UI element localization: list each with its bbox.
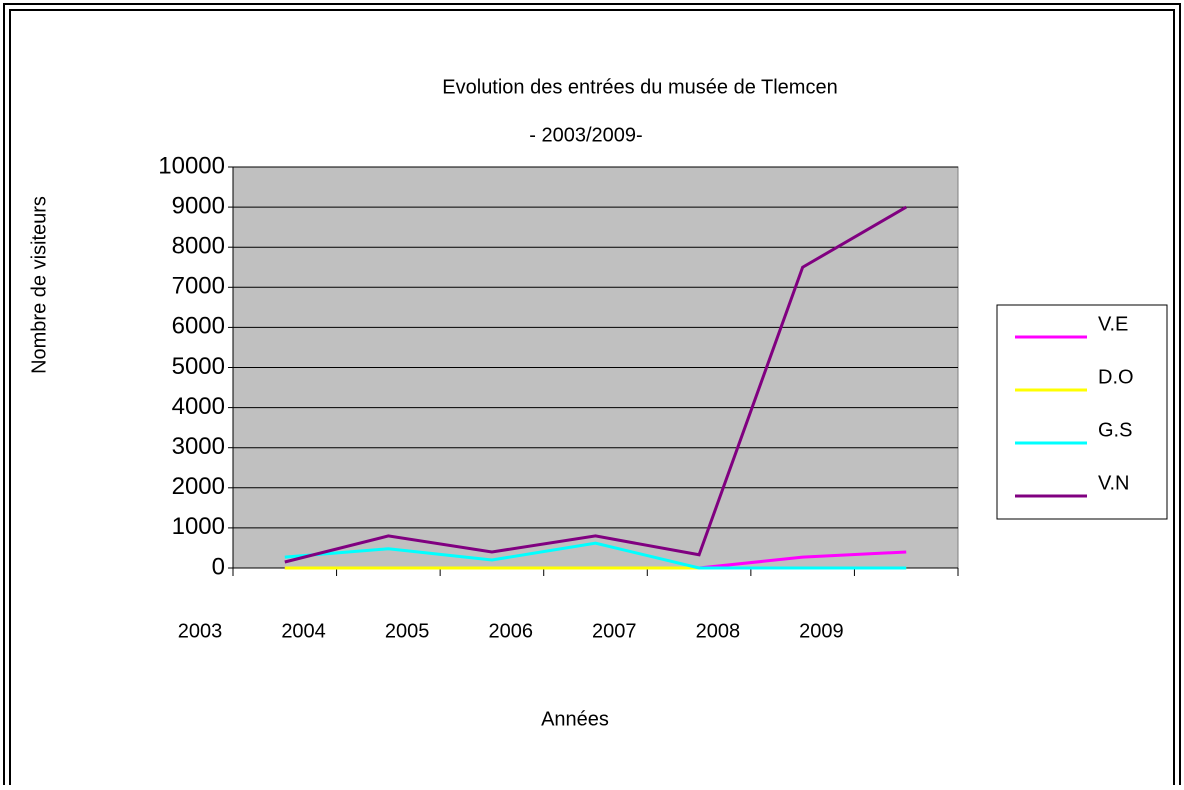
y-tick-label: 2000 bbox=[172, 473, 225, 500]
legend-box bbox=[996, 304, 1168, 520]
y-tick-label: 1000 bbox=[172, 513, 225, 540]
chart-title: Evolution des entrées du musée de Tlemce… bbox=[442, 76, 837, 98]
chart-subtitle: - 2003/2009- bbox=[529, 124, 642, 146]
series-line bbox=[284, 541, 907, 570]
legend-label: V.N bbox=[1098, 472, 1130, 494]
x-tick-label: 2004 bbox=[281, 620, 326, 642]
y-tick-label: 3000 bbox=[172, 433, 225, 460]
outer-frame bbox=[3, 3, 1181, 790]
y-tick-label: 9000 bbox=[172, 192, 225, 219]
x-tick-label: 2003 bbox=[178, 620, 223, 642]
y-tick-label: 4000 bbox=[172, 393, 225, 420]
y-tick-label: 6000 bbox=[172, 313, 225, 340]
legend-label: D.O bbox=[1098, 366, 1134, 388]
x-tick-label: 2006 bbox=[488, 620, 533, 642]
x-tick-label: 2008 bbox=[696, 620, 741, 642]
y-axis-label: Nombre de visiteurs bbox=[28, 196, 50, 374]
x-tick-label: 2005 bbox=[385, 620, 430, 642]
y-tick-label: 10000 bbox=[158, 152, 225, 179]
legend-label: V.E bbox=[1098, 313, 1128, 335]
y-tick-label: 0 bbox=[212, 553, 225, 580]
y-tick-label: 5000 bbox=[172, 353, 225, 380]
legend-label: G.S bbox=[1098, 419, 1132, 441]
series-line bbox=[284, 205, 907, 564]
y-tick-label: 8000 bbox=[172, 233, 225, 260]
x-tick-label: 2009 bbox=[799, 620, 844, 642]
y-tick-label: 7000 bbox=[172, 273, 225, 300]
inner-frame bbox=[9, 9, 1175, 790]
x-axis-label: Années bbox=[541, 708, 609, 730]
x-tick-label: 2007 bbox=[592, 620, 637, 642]
